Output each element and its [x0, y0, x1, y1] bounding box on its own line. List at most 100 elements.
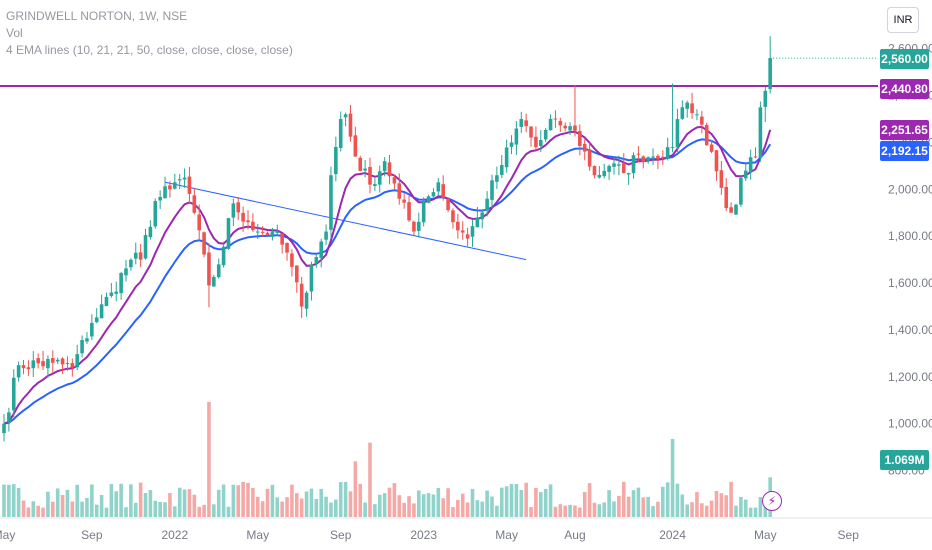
flash-icon[interactable]: ⚡ — [762, 491, 782, 511]
candle-body — [314, 257, 319, 263]
x-tick-label: May — [0, 528, 15, 542]
volume-bar — [475, 500, 480, 517]
volume-bar — [246, 482, 250, 517]
candle-body — [119, 273, 123, 294]
candle-body — [368, 166, 372, 185]
candle-body — [704, 124, 709, 146]
volume-bar — [543, 488, 548, 517]
volume-bar — [177, 487, 182, 517]
ema-long-label: 2,192.15 — [880, 141, 929, 161]
volume-bar — [451, 507, 455, 517]
currency-button[interactable]: INR — [887, 7, 919, 33]
candle-body — [431, 192, 436, 197]
candle-body — [285, 242, 289, 253]
volume-bar — [407, 496, 411, 517]
candle-body — [304, 292, 309, 309]
candle-body — [334, 146, 338, 175]
volume-bar — [617, 495, 621, 517]
volume-bar — [753, 507, 758, 517]
volume-bar — [534, 487, 538, 517]
volume-bar — [324, 496, 328, 517]
volume-bar — [295, 493, 299, 517]
candle-body — [670, 147, 675, 149]
volume-bar — [358, 483, 363, 517]
candle-body — [392, 177, 397, 184]
volume-bar — [41, 507, 45, 517]
candle-body — [163, 186, 167, 199]
volume-bar — [460, 493, 465, 517]
candle-body — [124, 268, 128, 276]
x-tick-label: May — [246, 528, 269, 542]
volume-bar — [626, 496, 631, 517]
volume-bar — [700, 503, 704, 517]
candle-body — [621, 163, 626, 173]
volume-bar — [392, 483, 397, 517]
candle-body — [495, 175, 499, 182]
candle-body — [373, 184, 377, 187]
volume-bar — [743, 499, 748, 517]
candle-body — [685, 102, 689, 109]
volume-bar — [739, 496, 743, 517]
candle-body — [7, 412, 11, 423]
candle-body — [607, 165, 611, 172]
chart-legend: GRINDWELL NORTON, 1W, NSE Vol 4 EMA line… — [6, 8, 293, 59]
candle-body — [2, 423, 6, 434]
volume-bar — [568, 504, 572, 517]
volume-bar — [724, 495, 729, 517]
candle-body — [597, 174, 602, 178]
volume-bar — [412, 503, 416, 517]
volume-bar — [368, 442, 372, 517]
candle-body — [460, 230, 465, 233]
volume-bar — [148, 490, 153, 517]
candle-body — [192, 195, 197, 213]
candle-body — [231, 203, 236, 218]
volume-bar — [304, 491, 309, 517]
candle-body — [90, 322, 94, 337]
volume-bar — [55, 488, 60, 517]
candle-body — [675, 119, 680, 148]
volume-bar — [382, 493, 387, 517]
candle-body — [80, 340, 84, 354]
x-tick-label: May — [754, 528, 777, 542]
candle-body — [129, 259, 133, 268]
volume-bar — [309, 488, 314, 517]
volume-bar — [539, 492, 543, 517]
candle-body — [51, 358, 55, 363]
candle-body — [104, 296, 109, 307]
volume-bar — [143, 493, 148, 517]
volume-bar — [377, 494, 382, 517]
legend-symbol: GRINDWELL NORTON, 1W, NSE — [6, 9, 188, 23]
candle-body — [665, 147, 670, 159]
volume-bar — [334, 499, 338, 517]
candle-body — [109, 292, 114, 296]
candle-body — [768, 58, 772, 90]
candle-body — [719, 170, 724, 188]
candle-body — [177, 179, 182, 181]
candle-body — [138, 252, 143, 260]
candle-body — [587, 149, 592, 167]
candle-body — [46, 358, 50, 369]
candle-body — [290, 253, 294, 267]
volume-bar — [578, 507, 582, 517]
candle-body — [524, 120, 528, 127]
volume-bar — [690, 502, 694, 517]
resistance-price-label: 2,440.80 — [880, 79, 929, 99]
candle-body — [251, 221, 255, 231]
volume-bar — [675, 483, 680, 517]
volume-bar — [587, 483, 592, 517]
y-tick-label: 1,200.00 — [888, 370, 932, 384]
trendline — [164, 181, 527, 261]
volume-bar — [417, 490, 421, 517]
candle-body — [402, 199, 406, 203]
candle-body — [153, 201, 158, 227]
volume-bar — [470, 488, 475, 517]
volume-bar — [446, 488, 450, 517]
candle-body — [656, 155, 660, 160]
time-axis-background — [0, 518, 932, 550]
candle-body — [680, 107, 685, 119]
candle-body — [636, 153, 641, 155]
candle-body — [734, 204, 738, 215]
candle-body — [651, 156, 655, 158]
candle-body — [221, 246, 226, 266]
